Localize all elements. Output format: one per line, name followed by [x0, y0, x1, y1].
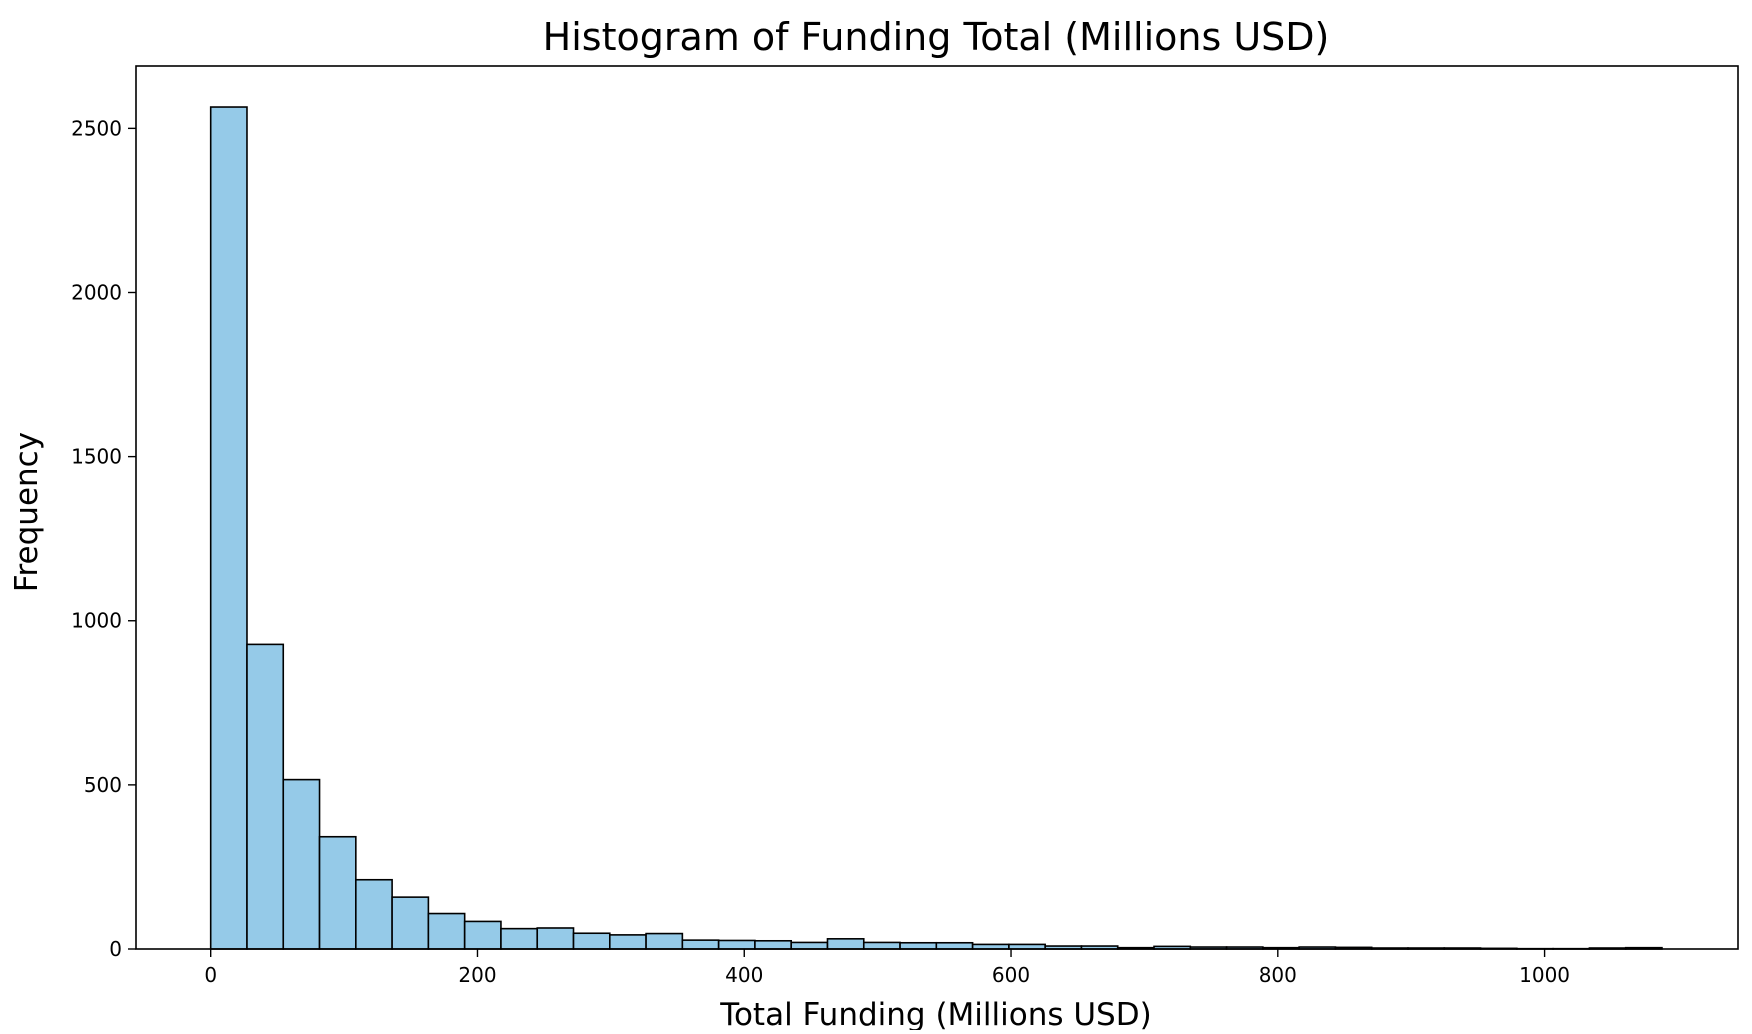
histogram-bar	[574, 933, 610, 949]
histogram-bar	[247, 644, 283, 949]
x-tick-label: 0	[204, 963, 217, 987]
histogram-bar	[428, 914, 464, 949]
bars-layer	[211, 107, 1662, 949]
x-tick-label: 800	[1259, 963, 1297, 987]
histogram-bar	[211, 107, 247, 949]
y-axis-label: Frequency	[9, 432, 45, 592]
histogram-bar	[465, 921, 501, 949]
x-tick-label: 200	[458, 963, 496, 987]
histogram-bar	[501, 929, 537, 949]
y-tick-label: 500	[84, 773, 122, 797]
x-tick-label: 1000	[1519, 963, 1570, 987]
histogram-bar	[392, 897, 428, 949]
histogram-bar	[610, 935, 646, 949]
histogram-bar	[900, 943, 936, 949]
x-axis-label: Total Funding (Millions USD)	[719, 997, 1151, 1030]
x-tick-label: 400	[725, 963, 763, 987]
histogram-bar	[682, 940, 718, 949]
histogram-bar	[283, 780, 319, 949]
y-tick-label: 2500	[71, 116, 122, 140]
plot-frame	[136, 66, 1738, 949]
histogram-bar	[827, 939, 863, 949]
histogram-bar	[791, 942, 827, 949]
x-tick-label: 600	[992, 963, 1030, 987]
histogram-bar	[320, 837, 356, 949]
y-tick-label: 1500	[71, 445, 122, 469]
chart-title: Histogram of Funding Total (Millions USD…	[543, 15, 1330, 59]
y-tick-label: 0	[109, 937, 122, 961]
histogram-bar	[864, 942, 900, 949]
histogram-bar	[936, 943, 972, 949]
histogram-bar	[755, 941, 791, 949]
histogram-bar	[719, 940, 755, 949]
histogram-bar	[356, 880, 392, 949]
histogram-bar	[646, 934, 682, 949]
y-tick-label: 2000	[71, 280, 122, 304]
histogram-bar	[537, 928, 573, 949]
y-tick-label: 1000	[71, 609, 122, 633]
